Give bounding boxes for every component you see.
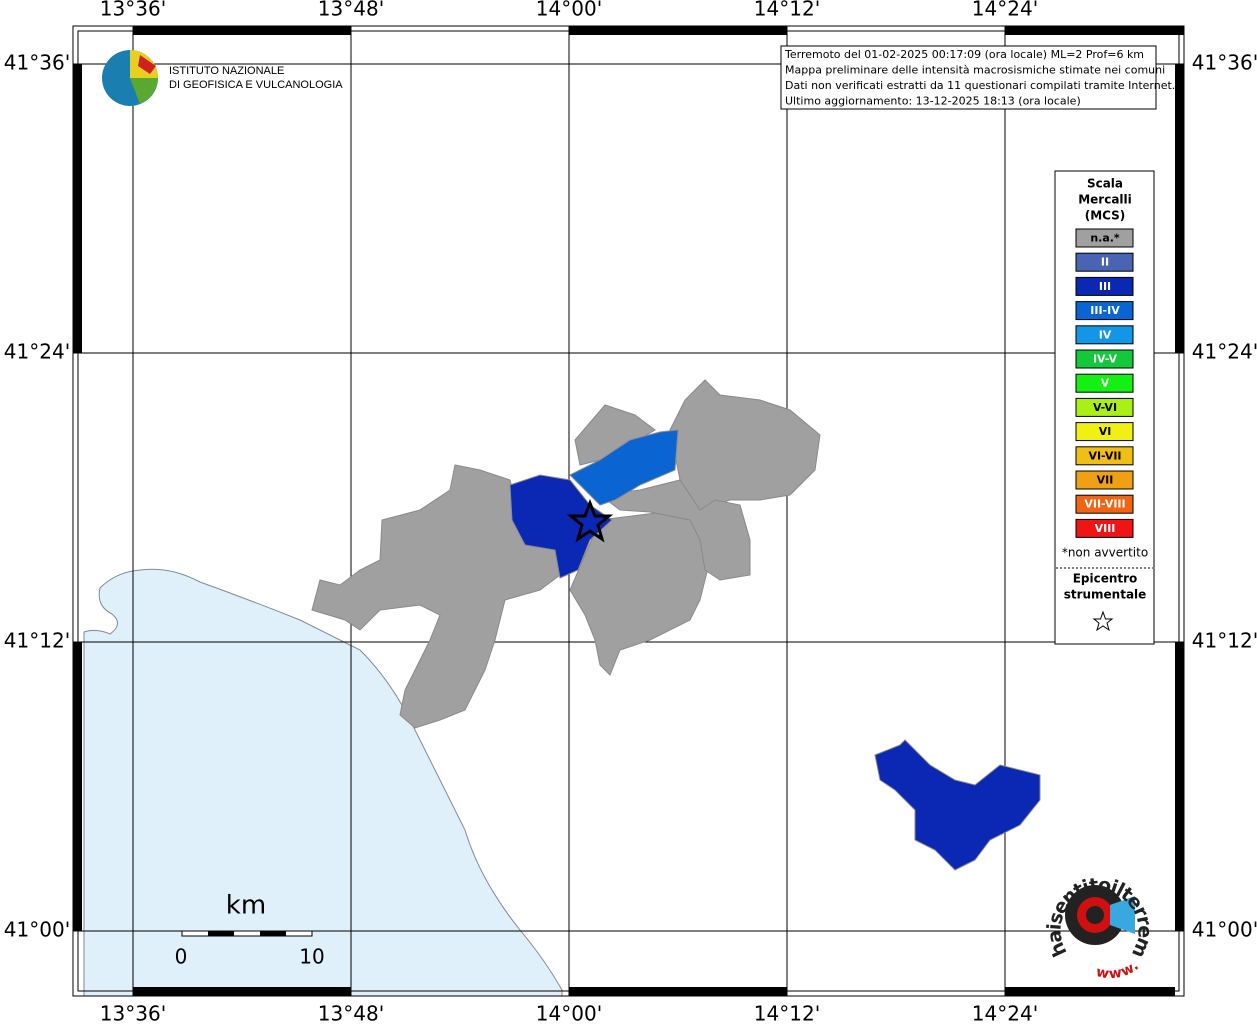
frame-bar xyxy=(1175,642,1184,931)
legend-title: Scala xyxy=(1087,177,1123,191)
lat-label: 41°24' xyxy=(4,340,70,364)
scale-label: 0 xyxy=(175,945,188,969)
frame xyxy=(72,25,1185,997)
legend-title: (MCS) xyxy=(1085,209,1126,223)
sea xyxy=(83,568,563,997)
legend-swatch xyxy=(1075,494,1134,514)
legend-swatch xyxy=(1075,518,1134,538)
info-line: Dati non verificati estratti da 11 quest… xyxy=(785,79,1175,92)
legend-label: VII-VIII xyxy=(1084,498,1125,511)
lon-label: 14°24' xyxy=(972,1002,1038,1025)
legend-label: II xyxy=(1101,256,1109,269)
info-line: Mappa preliminare delle intensità macros… xyxy=(785,64,1165,77)
municipality xyxy=(311,464,561,729)
legend-swatch xyxy=(1075,397,1134,417)
legend-swatch xyxy=(1075,325,1134,345)
ingv-logo: ISTITUTO NAZIONALE DI GEOFISICA E VULCAN… xyxy=(102,50,343,106)
frame-bar xyxy=(1175,26,1184,35)
lat-label: 41°36' xyxy=(4,51,70,75)
legend-title: Mercalli xyxy=(1078,193,1132,207)
legend-note: *non avvertito xyxy=(1062,546,1148,560)
legend-swatch xyxy=(1075,373,1134,393)
legend-swatch xyxy=(1075,301,1134,321)
scale-unit: km xyxy=(226,891,266,921)
lat-label: 41°12' xyxy=(1192,629,1257,653)
scale-segment xyxy=(260,931,286,936)
frame-bar xyxy=(1005,26,1175,35)
logo-segment xyxy=(130,78,158,104)
municipality xyxy=(569,509,711,676)
frame-bar xyxy=(569,26,787,35)
legend-label: IV-V xyxy=(1093,353,1118,366)
legend-epicenter: Epicentro xyxy=(1073,572,1138,586)
legend-label: V-VI xyxy=(1093,401,1117,414)
lon-label: 13°36' xyxy=(100,1002,166,1025)
lat-label: 41°36' xyxy=(1192,51,1257,75)
frame-bar xyxy=(133,26,351,35)
lat-label: 41°12' xyxy=(4,629,70,653)
legend-swatch xyxy=(1075,276,1134,296)
info-line: Ultimo aggiornamento: 13-12-2025 18:13 (… xyxy=(785,95,1081,108)
legend-swatch xyxy=(1075,470,1134,490)
lat-label: 41°00' xyxy=(4,918,70,942)
legend-label: III xyxy=(1099,280,1111,293)
municipality xyxy=(509,474,613,579)
logo-text: ISTITUTO NAZIONALE xyxy=(169,65,284,77)
scale-segment xyxy=(208,931,234,936)
municipality xyxy=(874,739,1041,871)
logo-segment xyxy=(138,55,156,74)
frame-bar xyxy=(73,64,82,353)
lon-label: 13°48' xyxy=(318,1002,384,1025)
legend-label: IV xyxy=(1099,328,1112,341)
lon-label: 14°12' xyxy=(754,0,820,21)
frame-bar xyxy=(133,987,351,996)
frame-bar xyxy=(1175,64,1184,353)
legend-swatch xyxy=(1075,349,1134,369)
lon-label: 13°36' xyxy=(100,0,166,21)
lon-label: 13°48' xyxy=(318,0,384,21)
municipalities xyxy=(311,379,1041,871)
legend-star xyxy=(1092,610,1114,632)
frame-bar xyxy=(73,642,82,931)
legend-swatch xyxy=(1075,446,1134,466)
legend-label: VI xyxy=(1099,425,1112,438)
scale-frame xyxy=(181,930,313,937)
scale-label: 10 xyxy=(299,945,324,969)
frame-bar xyxy=(569,987,787,996)
legend-swatch xyxy=(1075,252,1134,272)
badge-ring xyxy=(1086,906,1104,924)
lon-label: 14°00' xyxy=(536,0,602,21)
legend-label: V xyxy=(1101,377,1110,390)
legend-label: n.a.* xyxy=(1090,232,1120,245)
legend-label: III-IV xyxy=(1090,304,1120,317)
lat-label: 41°00' xyxy=(1192,918,1257,942)
info-box xyxy=(780,45,1157,110)
lon-label: 14°24' xyxy=(972,0,1038,21)
legend-label: VII xyxy=(1097,474,1114,487)
legend-label: VIII xyxy=(1095,522,1116,535)
badge-horn xyxy=(1110,896,1135,934)
lon-label: 14°00' xyxy=(536,1002,602,1025)
legend-swatch xyxy=(1075,228,1134,248)
scale-bar: km 0 10 xyxy=(175,891,325,969)
legend-swatch xyxy=(1075,422,1134,442)
lon-label: 14°12' xyxy=(754,1002,820,1025)
municipality xyxy=(569,429,679,506)
lat-label: 41°24' xyxy=(1192,340,1257,364)
frame-bar xyxy=(1005,987,1175,996)
info-line: Terremoto del 01-02-2025 00:17:09 (ora l… xyxy=(784,48,1144,61)
municipality xyxy=(598,479,751,581)
legend-epicenter: strumentale xyxy=(1064,588,1147,602)
legend-label: VI-VII xyxy=(1088,449,1121,462)
epicenter-star xyxy=(566,498,614,543)
logo-text: DI GEOFISICA E VULCANOLOGIA xyxy=(169,79,343,91)
